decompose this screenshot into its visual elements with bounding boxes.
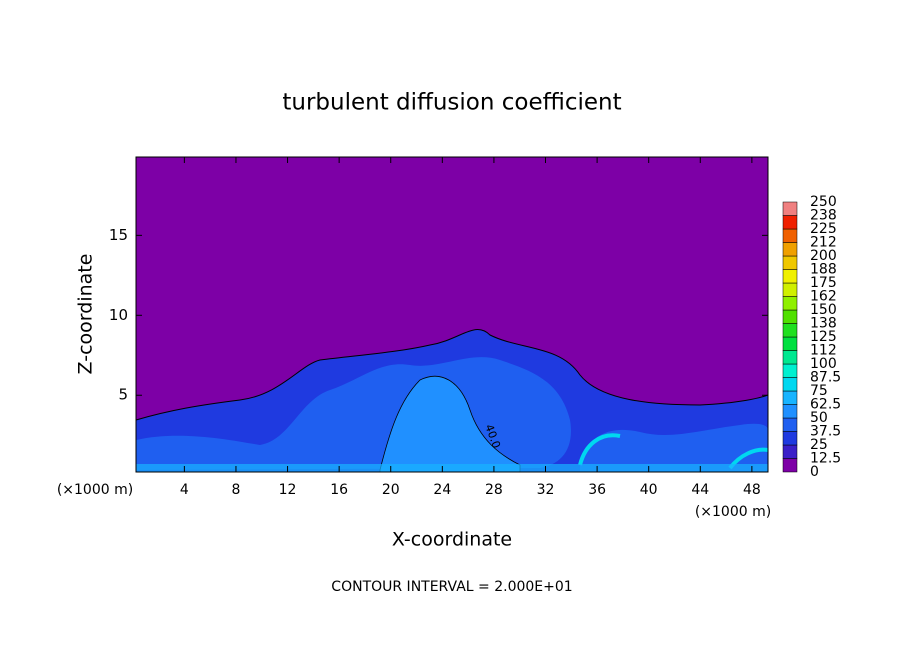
colorbar-label: 175 — [810, 275, 837, 291]
colorbar-swatch — [782, 336, 798, 351]
colorbar-swatch — [782, 255, 798, 270]
plot-frame — [135, 156, 769, 473]
y-tick-label: 15 — [109, 226, 128, 244]
x-tick-label: 36 — [588, 482, 606, 498]
y-tick-label: 10 — [109, 306, 128, 324]
colorbar-swatch — [782, 444, 798, 459]
field-region — [136, 464, 768, 472]
x-tick-label: 4 — [180, 482, 189, 498]
colorbar-label: 225 — [810, 221, 837, 237]
colorbar-label: 87.5 — [810, 370, 841, 386]
colorbar-label: 150 — [810, 302, 837, 318]
colorbar-swatch — [782, 458, 798, 473]
colorbar-label: 238 — [810, 208, 837, 224]
colorbar-label: 212 — [810, 235, 837, 251]
colorbar-label: 37.5 — [810, 424, 841, 440]
colorbar-label: 162 — [810, 289, 837, 305]
x-tick-label: 12 — [279, 482, 297, 498]
field: 40.0 — [135, 157, 769, 473]
colorbar-swatch — [782, 282, 798, 297]
colorbar-swatch — [782, 363, 798, 378]
colorbar-label: 200 — [810, 248, 837, 264]
x-tick-label: 44 — [691, 482, 709, 498]
colorbar-swatch — [782, 269, 798, 284]
colorbar-swatch — [782, 350, 798, 365]
x-tick-label: 16 — [330, 482, 348, 498]
colorbar-label: 0 — [810, 464, 819, 480]
x-unit-label: (×1000 m) — [695, 504, 771, 520]
colorbar-swatch — [782, 201, 798, 216]
colorbar-label: 188 — [810, 262, 837, 278]
colorbar-label: 125 — [810, 329, 837, 345]
colorbar-swatch — [782, 377, 798, 392]
x-unit-label: (×1000 m) — [57, 482, 133, 498]
field-region — [379, 375, 521, 473]
colorbar-swatch — [782, 431, 798, 446]
x-tick-label: 48 — [743, 482, 761, 498]
footer-note: CONTOUR INTERVAL = 2.000E+01 — [331, 579, 572, 595]
colorbar-label: 50 — [810, 410, 828, 426]
colorbar-swatch — [782, 296, 798, 311]
colorbar-label: 112 — [810, 343, 837, 359]
x-tick-label: 8 — [231, 482, 240, 498]
colorbar-swatch — [782, 417, 798, 432]
colorbar-swatch — [782, 228, 798, 243]
x-tick-label: 40 — [640, 482, 658, 498]
field-region — [580, 423, 768, 472]
chart-title: turbulent diffusion coefficient — [282, 90, 621, 116]
colorbar-swatch — [782, 323, 798, 338]
colorbar-swatch — [782, 215, 798, 230]
colorbar-swatch — [782, 390, 798, 405]
colorbar-swatch — [782, 309, 798, 324]
y-tick-label: 5 — [118, 386, 128, 404]
colorbar-label: 62.5 — [810, 397, 841, 413]
colorbar-label: 100 — [810, 356, 837, 372]
x-tick-label: 32 — [537, 482, 555, 498]
colorbar-label: 12.5 — [810, 451, 841, 467]
x-tick-label: 28 — [485, 482, 503, 498]
colorbar-swatch — [782, 242, 798, 257]
colorbar-label: 250 — [810, 194, 837, 210]
colorbar-swatch — [782, 404, 798, 419]
x-tick-label: 20 — [382, 482, 400, 498]
x-axis-title: X-coordinate — [392, 529, 512, 551]
y-axis-title: Z-coordinate — [75, 254, 97, 375]
x-tick-label: 24 — [433, 482, 451, 498]
colorbar-label: 75 — [810, 383, 828, 399]
colorbar-label: 25 — [810, 437, 828, 453]
colorbar-label: 138 — [810, 316, 837, 332]
